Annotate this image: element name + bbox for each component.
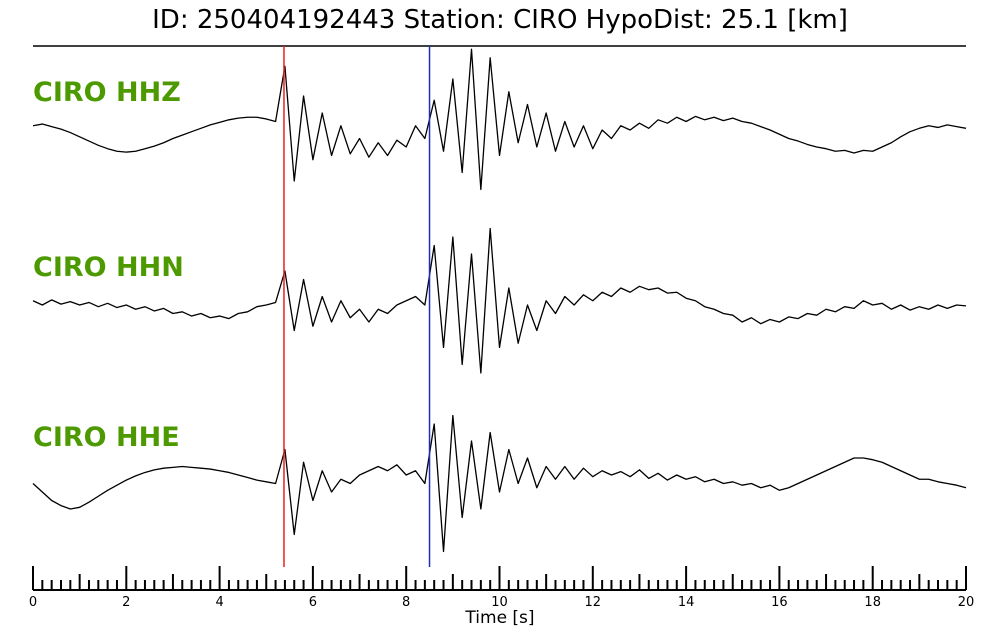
x-tick-label: 10 bbox=[491, 595, 508, 610]
waveform bbox=[32, 227, 967, 374]
chart-title: ID: 250404192443 Station: CIRO HypoDist:… bbox=[152, 5, 848, 35]
x-tick-label: 6 bbox=[309, 595, 317, 610]
x-tick-label: 4 bbox=[215, 595, 223, 610]
x-tick-label: 18 bbox=[864, 595, 881, 610]
x-tick-label: 2 bbox=[122, 595, 130, 610]
x-axis-label: Time [s] bbox=[464, 608, 534, 628]
x-tick-label: 8 bbox=[402, 595, 410, 610]
waveform bbox=[32, 48, 967, 191]
x-tick-label: 12 bbox=[585, 595, 602, 610]
trace-label: CIRO HHN bbox=[33, 252, 184, 283]
x-tick-label: 14 bbox=[678, 595, 695, 610]
waveform bbox=[32, 414, 967, 553]
trace-label: CIRO HHE bbox=[33, 422, 180, 453]
x-tick-label: 0 bbox=[29, 595, 37, 610]
trace-label: CIRO HHZ bbox=[33, 77, 181, 108]
x-tick-label: 16 bbox=[771, 595, 788, 610]
x-tick-label: 20 bbox=[958, 595, 975, 610]
